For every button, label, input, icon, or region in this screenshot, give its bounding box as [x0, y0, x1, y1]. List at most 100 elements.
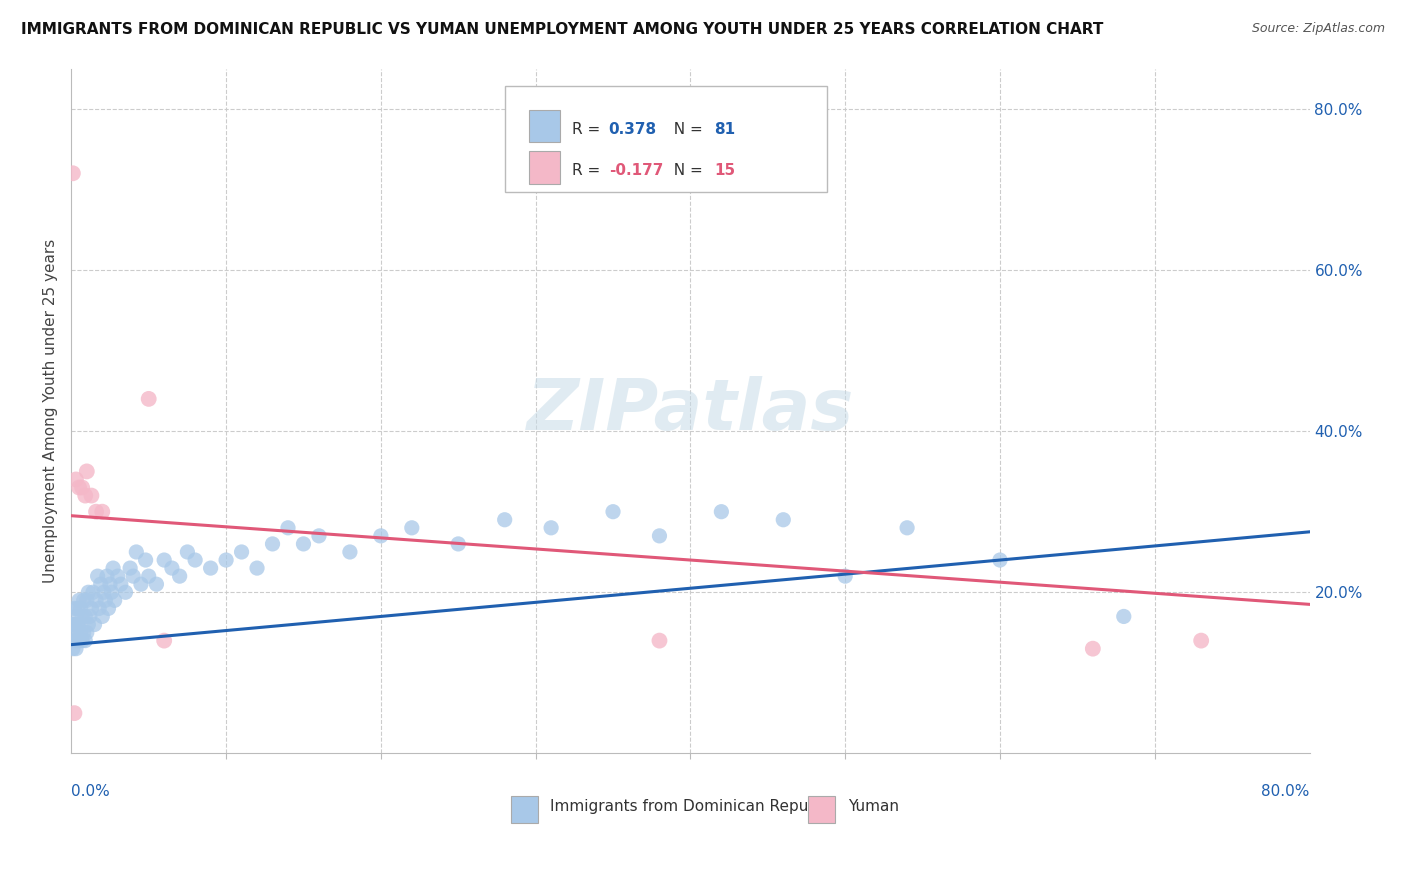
- Point: [84, 505, 107, 519]
- Point: [80, 601, 103, 615]
- Point: [94, 593, 117, 607]
- Point: [262, 537, 284, 551]
- Point: [66, 633, 89, 648]
- Point: [104, 593, 127, 607]
- Y-axis label: Unemployment Among Youth under 25 years: Unemployment Among Youth under 25 years: [44, 239, 58, 583]
- Point: [169, 569, 191, 583]
- Bar: [808, 796, 835, 823]
- Point: [70, 633, 93, 648]
- Point: [62, 617, 84, 632]
- Text: 15: 15: [714, 163, 735, 178]
- Bar: [530, 110, 561, 143]
- Text: N =: N =: [665, 163, 709, 178]
- Point: [246, 561, 269, 575]
- Point: [63, 617, 86, 632]
- Point: [540, 521, 562, 535]
- Point: [277, 521, 299, 535]
- Point: [160, 561, 183, 575]
- Point: [70, 609, 93, 624]
- Point: [200, 561, 222, 575]
- Point: [69, 625, 91, 640]
- Point: [73, 625, 96, 640]
- Text: IMMIGRANTS FROM DOMINICAN REPUBLIC VS YUMAN UNEMPLOYMENT AMONG YOUTH UNDER 25 YE: IMMIGRANTS FROM DOMINICAN REPUBLIC VS YU…: [21, 22, 1104, 37]
- Point: [65, 473, 87, 487]
- Point: [231, 545, 253, 559]
- Point: [70, 481, 93, 495]
- Point: [1081, 641, 1104, 656]
- Point: [215, 553, 238, 567]
- Point: [401, 521, 423, 535]
- Point: [67, 481, 90, 495]
- Text: R =: R =: [572, 163, 605, 178]
- Point: [75, 633, 97, 648]
- Point: [1189, 633, 1212, 648]
- Point: [153, 633, 176, 648]
- Point: [772, 513, 794, 527]
- Point: [63, 633, 86, 648]
- Point: [93, 585, 115, 599]
- Point: [76, 464, 98, 478]
- Text: R =: R =: [572, 122, 605, 137]
- Text: Yuman: Yuman: [848, 799, 898, 814]
- Point: [91, 609, 114, 624]
- Point: [988, 553, 1011, 567]
- Point: [62, 625, 84, 640]
- Point: [98, 577, 121, 591]
- Point: [76, 593, 98, 607]
- Point: [110, 577, 132, 591]
- Bar: [510, 796, 538, 823]
- Point: [602, 505, 624, 519]
- Point: [138, 569, 160, 583]
- Point: [138, 392, 160, 406]
- Point: [67, 593, 90, 607]
- Point: [82, 585, 104, 599]
- Point: [153, 553, 176, 567]
- Point: [91, 505, 114, 519]
- Point: [648, 529, 671, 543]
- Point: [86, 569, 108, 583]
- Point: [96, 569, 118, 583]
- Point: [176, 545, 198, 559]
- Point: [114, 585, 136, 599]
- Point: [75, 489, 97, 503]
- Text: N =: N =: [665, 122, 709, 137]
- Point: [67, 617, 90, 632]
- Point: [129, 577, 152, 591]
- Point: [125, 545, 148, 559]
- Point: [62, 166, 84, 180]
- Point: [1112, 609, 1135, 624]
- Point: [65, 641, 87, 656]
- Point: [308, 529, 330, 543]
- Point: [65, 625, 87, 640]
- Point: [100, 585, 122, 599]
- Point: [89, 601, 111, 615]
- Point: [75, 609, 97, 624]
- Point: [66, 617, 89, 632]
- Point: [63, 601, 86, 615]
- Point: [84, 593, 107, 607]
- Point: [107, 569, 129, 583]
- Text: Immigrants from Dominican Republic: Immigrants from Dominican Republic: [551, 799, 835, 814]
- Text: 81: 81: [714, 122, 735, 137]
- Point: [370, 529, 392, 543]
- Point: [447, 537, 470, 551]
- Text: 80.0%: 80.0%: [1261, 784, 1309, 799]
- Bar: [530, 151, 561, 184]
- Point: [76, 625, 98, 640]
- Point: [90, 577, 112, 591]
- Point: [122, 569, 145, 583]
- Point: [67, 633, 90, 648]
- Point: [83, 617, 105, 632]
- Text: -0.177: -0.177: [609, 163, 664, 178]
- Point: [79, 609, 101, 624]
- Point: [66, 601, 89, 615]
- Point: [145, 577, 167, 591]
- Point: [80, 489, 103, 503]
- Point: [494, 513, 516, 527]
- Point: [62, 641, 84, 656]
- Point: [648, 633, 671, 648]
- Point: [339, 545, 361, 559]
- Point: [184, 553, 207, 567]
- Point: [97, 601, 120, 615]
- FancyBboxPatch shape: [505, 86, 827, 192]
